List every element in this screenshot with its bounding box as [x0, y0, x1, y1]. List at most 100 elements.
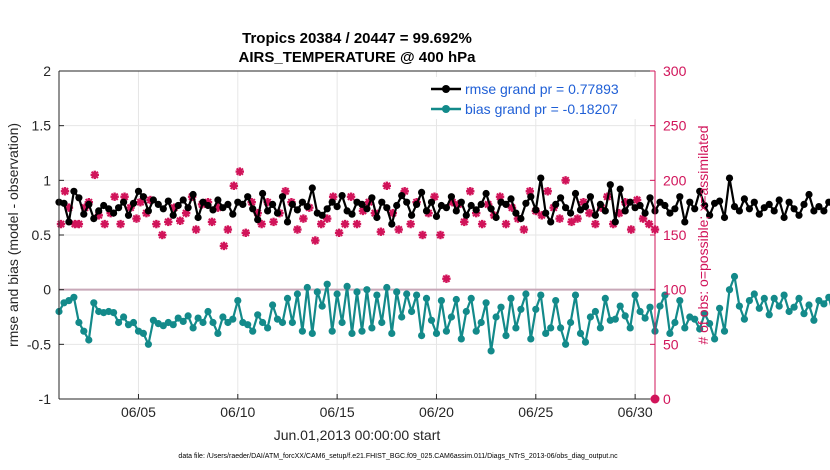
y-tick-label: -1 — [39, 391, 52, 407]
legend-bias-marker — [442, 105, 450, 113]
bias-point — [323, 280, 331, 288]
rmse-point — [283, 218, 292, 226]
rmse-point — [586, 193, 595, 201]
rmse-point — [790, 205, 798, 213]
rmse-point — [517, 215, 525, 223]
rmse-point — [164, 197, 172, 205]
rmse-point — [398, 192, 406, 200]
rmse-point — [60, 199, 68, 207]
obs-assimilated-marker — [175, 216, 185, 225]
rmse-point — [169, 211, 177, 219]
bias-point — [720, 327, 729, 335]
bias-point — [532, 305, 540, 313]
obs-assimilated-marker — [537, 211, 546, 220]
bias-point — [691, 315, 699, 323]
rmse-point — [209, 206, 217, 214]
rmse-point — [264, 207, 272, 215]
rmse-point — [189, 190, 197, 199]
x-tick-label: 06/10 — [220, 404, 255, 420]
rmse-point — [567, 209, 575, 217]
bias-point — [775, 302, 783, 310]
bias-point — [542, 329, 550, 337]
obs-assimilated-marker — [152, 219, 161, 229]
obs-assimilated-marker — [158, 230, 167, 240]
obs-assimilated-marker — [460, 217, 469, 227]
bias-point — [264, 324, 272, 332]
bias-point — [616, 302, 624, 310]
legend-box — [425, 77, 651, 119]
bias-point — [254, 311, 262, 319]
rmse-point — [745, 205, 754, 213]
rmse-point — [487, 205, 495, 213]
bias-point — [422, 294, 431, 302]
rmse-point — [259, 189, 267, 198]
rmse-point — [755, 210, 763, 218]
rmse-point — [348, 210, 356, 218]
rmse-point — [810, 207, 818, 215]
bias-point — [269, 301, 277, 309]
rmse-point — [666, 209, 674, 217]
rmse-point — [144, 207, 152, 215]
rmse-point — [278, 193, 287, 201]
y-tick-label: 1.5 — [32, 118, 52, 134]
rmse-point — [765, 200, 773, 208]
rmse-point — [805, 190, 813, 199]
bias-point — [562, 340, 570, 348]
bias-point — [750, 290, 758, 298]
bias-point — [552, 297, 560, 305]
obs-assimilated-marker — [219, 241, 229, 251]
bias-point — [259, 318, 267, 327]
y-right-tick-label: 300 — [663, 63, 687, 79]
rmse-point — [477, 200, 485, 208]
obs-assimilated-marker — [56, 219, 66, 229]
obs-assimilated-marker — [334, 228, 344, 238]
bias-point — [432, 329, 441, 337]
obs-assimilated-marker — [223, 225, 233, 234]
rmse-point — [447, 193, 455, 201]
bias-point — [298, 327, 306, 335]
bias-point — [820, 300, 828, 308]
bias-point — [427, 316, 436, 324]
rmse-point — [785, 198, 793, 206]
bias-point — [760, 294, 768, 302]
x-axis-label: Jun.01,2013 00:00:00 start — [274, 427, 441, 443]
bias-point — [621, 312, 629, 320]
rmse-point — [452, 207, 460, 215]
rmse-point — [770, 207, 778, 215]
rmse-point — [571, 189, 580, 198]
rmse-point — [139, 193, 147, 201]
obs-assimilated-marker — [207, 217, 217, 227]
bias-point — [547, 324, 555, 332]
bias-point — [576, 329, 585, 337]
y-right-tick-label: 100 — [663, 282, 687, 298]
bias-point — [418, 332, 426, 340]
rmse-point — [507, 195, 515, 203]
obs-assimilated-marker — [346, 192, 356, 201]
rmse-series — [55, 174, 830, 228]
rmse-point — [179, 196, 187, 204]
rmse-point — [338, 192, 346, 200]
obs-assimilated-marker — [269, 217, 278, 227]
y-right-tick-label: 250 — [663, 118, 687, 134]
rmse-point — [239, 200, 247, 208]
bias-point — [492, 313, 500, 321]
bias-point — [557, 324, 565, 332]
rmse-point — [293, 206, 301, 214]
bias-point — [527, 335, 535, 343]
bias-point — [199, 318, 207, 327]
rmse-point — [462, 211, 470, 219]
rmse-point — [611, 218, 619, 226]
bias-point — [293, 290, 301, 298]
bias-point — [795, 294, 803, 302]
bias-point — [408, 307, 416, 316]
rmse-point — [701, 201, 709, 210]
rmse-point — [70, 187, 78, 195]
obs-assimilated-marker — [585, 208, 594, 218]
rmse-point — [393, 201, 401, 210]
obs-assimilated-marker — [501, 219, 511, 229]
rmse-point — [408, 211, 416, 219]
bias-point — [770, 294, 778, 302]
bias-point — [447, 313, 455, 321]
bias-point — [711, 335, 719, 343]
